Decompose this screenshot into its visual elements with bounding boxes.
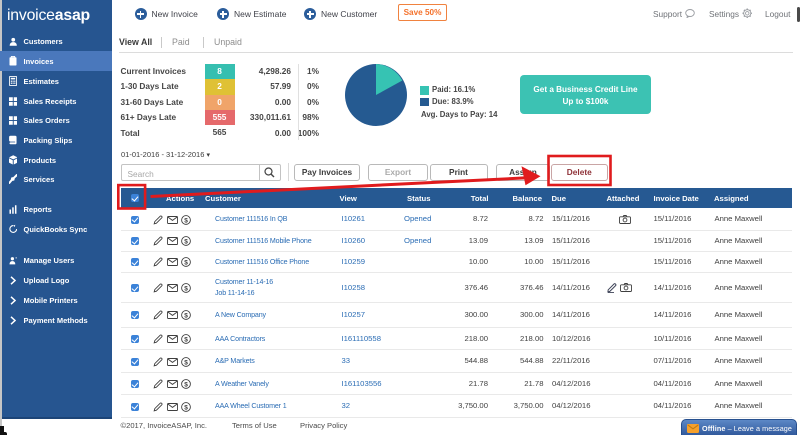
svg-text:$: $ <box>184 217 188 224</box>
svg-text:$: $ <box>184 381 188 388</box>
svg-text:$: $ <box>184 259 188 266</box>
svg-text:$: $ <box>184 336 188 343</box>
svg-text:$: $ <box>184 285 188 292</box>
svg-text:$: $ <box>184 238 188 245</box>
svg-text:$: $ <box>184 404 188 411</box>
svg-text:$: $ <box>184 359 188 366</box>
svg-text:$: $ <box>184 312 188 319</box>
